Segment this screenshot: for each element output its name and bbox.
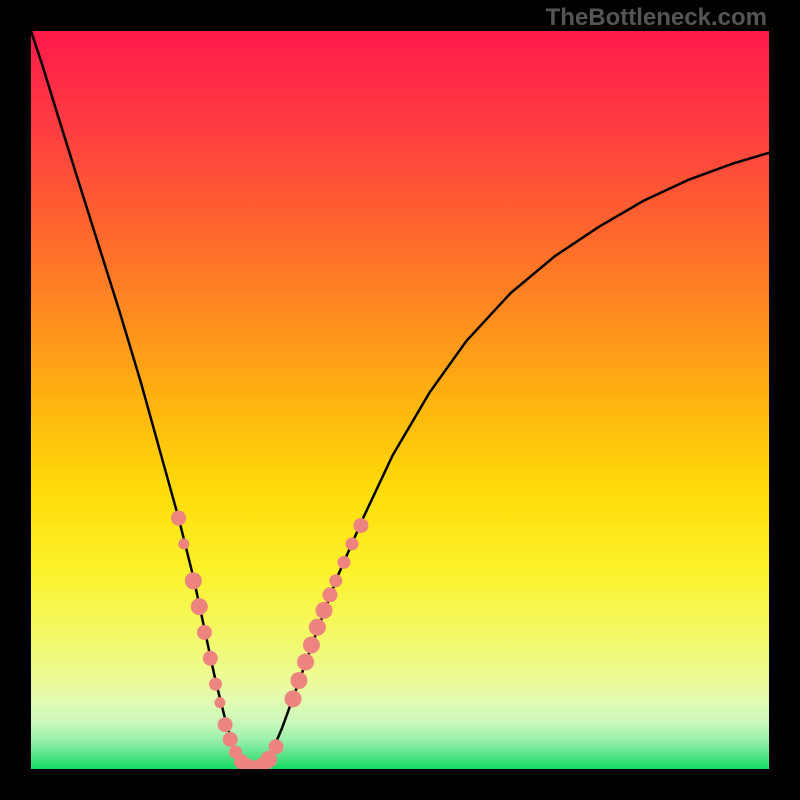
- marker-dot: [330, 575, 342, 587]
- marker-dot: [210, 678, 222, 690]
- marker-dot: [303, 637, 319, 653]
- marker-dot: [179, 539, 189, 549]
- marker-dot: [323, 588, 337, 602]
- marker-dot: [218, 718, 232, 732]
- marker-dot: [203, 651, 217, 665]
- watermark-text: TheBottleneck.com: [546, 4, 767, 32]
- marker-dot: [215, 698, 225, 708]
- marker-dot: [269, 740, 283, 754]
- marker-dot: [191, 599, 207, 615]
- marker-dot: [354, 518, 368, 532]
- marker-dot: [291, 672, 307, 688]
- marker-dot: [172, 511, 186, 525]
- marker-dot: [285, 691, 301, 707]
- gradient-background: [31, 31, 769, 769]
- marker-dot: [223, 732, 237, 746]
- marker-dot: [338, 556, 350, 568]
- marker-dot: [346, 538, 358, 550]
- marker-dot: [309, 619, 325, 635]
- chart-svg: [31, 31, 769, 769]
- marker-dot: [185, 573, 201, 589]
- marker-dot: [298, 654, 314, 670]
- marker-dot: [316, 602, 332, 618]
- plot-area: [31, 31, 769, 769]
- marker-dot: [197, 625, 211, 639]
